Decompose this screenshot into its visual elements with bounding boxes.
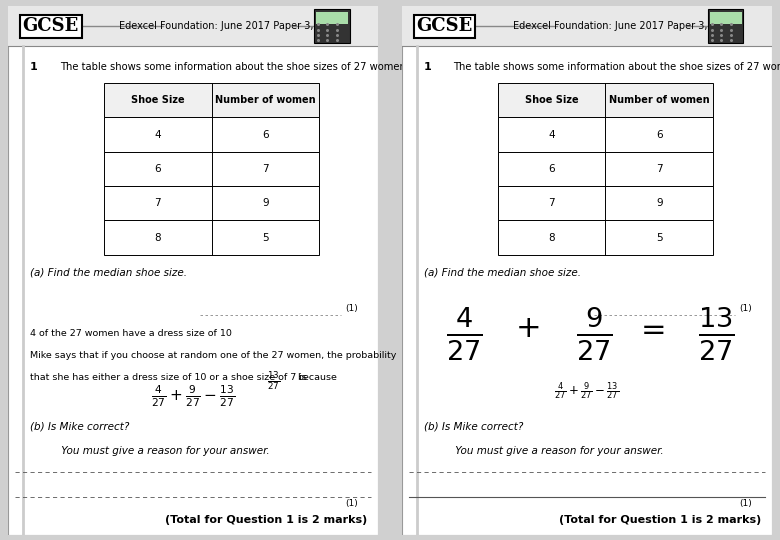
- Bar: [105, 186, 319, 220]
- Text: 5: 5: [656, 233, 662, 242]
- Text: (a) Find the median shoe size.: (a) Find the median shoe size.: [424, 268, 581, 278]
- Text: (1): (1): [345, 499, 358, 508]
- Text: 6: 6: [154, 164, 161, 174]
- Text: 7: 7: [154, 198, 161, 208]
- Text: 9: 9: [262, 198, 268, 208]
- Bar: [105, 117, 319, 152]
- Bar: [316, 12, 348, 24]
- Bar: [498, 152, 713, 186]
- Text: 1: 1: [30, 62, 37, 72]
- Text: (1): (1): [739, 499, 752, 508]
- Text: Number of women: Number of women: [215, 95, 316, 105]
- Text: Shoe Size: Shoe Size: [525, 95, 579, 105]
- Bar: [402, 6, 772, 46]
- Text: Number of women: Number of women: [609, 95, 710, 105]
- Text: The table shows some information about the shoe sizes of 27 women.: The table shows some information about t…: [59, 62, 409, 72]
- Text: (Total for Question 1 is 2 marks): (Total for Question 1 is 2 marks): [558, 515, 761, 525]
- Text: The table shows some information about the shoe sizes of 27 women.: The table shows some information about t…: [454, 62, 780, 72]
- Text: GCSE: GCSE: [23, 17, 79, 35]
- Bar: [498, 117, 713, 152]
- Text: (b) Is Mike correct?: (b) Is Mike correct?: [424, 421, 523, 431]
- Text: 6: 6: [656, 130, 662, 139]
- Text: 8: 8: [154, 233, 161, 242]
- Text: (b) Is Mike correct?: (b) Is Mike correct?: [30, 421, 129, 431]
- Text: $=$: $=$: [635, 314, 665, 343]
- Text: You must give a reason for your answer.: You must give a reason for your answer.: [438, 447, 663, 456]
- Text: Edexcel Foundation: June 2017 Paper 3, Q17: Edexcel Foundation: June 2017 Paper 3, Q…: [119, 21, 337, 31]
- Text: that she has either a dress size of 10 or a shoe size of 7 is: that she has either a dress size of 10 o…: [30, 373, 307, 382]
- Text: 6: 6: [262, 130, 268, 139]
- Text: $\frac{9}{27}$: $\frac{9}{27}$: [576, 305, 612, 363]
- Bar: [314, 9, 349, 43]
- Text: $\frac{4}{27}$: $\frac{4}{27}$: [446, 305, 483, 363]
- Bar: [708, 9, 743, 43]
- Bar: [710, 12, 742, 24]
- Text: $\frac{4}{27}+\frac{9}{27}-\frac{13}{27}$: $\frac{4}{27}+\frac{9}{27}-\frac{13}{27}…: [555, 380, 619, 402]
- Text: $\frac{13}{27}$: $\frac{13}{27}$: [267, 370, 280, 392]
- Text: Edexcel Foundation: June 2017 Paper 3, Q17: Edexcel Foundation: June 2017 Paper 3, Q…: [513, 21, 731, 31]
- Bar: [8, 6, 378, 46]
- Text: (a) Find the median shoe size.: (a) Find the median shoe size.: [30, 268, 187, 278]
- Text: 7: 7: [548, 198, 555, 208]
- Text: GCSE: GCSE: [417, 17, 473, 35]
- Bar: [498, 220, 713, 255]
- Text: $\frac{4}{27}+\frac{9}{27}-\frac{13}{27}$: $\frac{4}{27}+\frac{9}{27}-\frac{13}{27}…: [151, 383, 235, 409]
- Text: (1): (1): [345, 304, 358, 313]
- Text: $\frac{13}{27}$: $\frac{13}{27}$: [698, 305, 735, 363]
- Text: (1): (1): [739, 304, 752, 313]
- Text: Shoe Size: Shoe Size: [131, 95, 185, 105]
- Bar: [498, 83, 713, 117]
- Text: 7: 7: [262, 164, 268, 174]
- Text: 4 of the 27 women have a dress size of 10: 4 of the 27 women have a dress size of 1…: [30, 329, 232, 338]
- Text: 8: 8: [548, 233, 555, 242]
- Text: 4: 4: [154, 130, 161, 139]
- Bar: [498, 186, 713, 220]
- Text: 1: 1: [424, 62, 431, 72]
- Text: because: because: [296, 373, 337, 382]
- Text: 5: 5: [262, 233, 268, 242]
- Text: 7: 7: [656, 164, 662, 174]
- Text: (Total for Question 1 is 2 marks): (Total for Question 1 is 2 marks): [165, 515, 367, 525]
- Text: Mike says that if you choose at random one of the 27 women, the probability: Mike says that if you choose at random o…: [30, 351, 396, 360]
- Text: $+$: $+$: [516, 314, 540, 343]
- Bar: [105, 83, 319, 117]
- Text: You must give a reason for your answer.: You must give a reason for your answer.: [45, 447, 269, 456]
- Bar: [105, 152, 319, 186]
- Text: 4: 4: [548, 130, 555, 139]
- Bar: [105, 220, 319, 255]
- Text: 6: 6: [548, 164, 555, 174]
- Text: 9: 9: [656, 198, 662, 208]
